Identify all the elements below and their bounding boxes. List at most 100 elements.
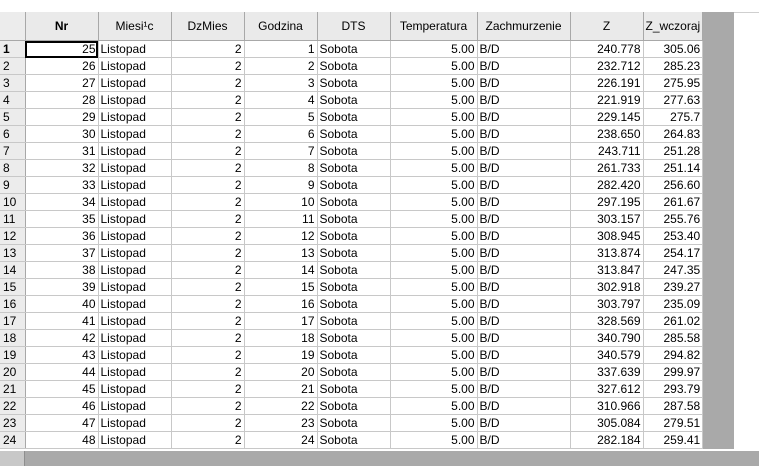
- cell-miesiac[interactable]: Listopad: [98, 193, 172, 211]
- cell-zachmurzenie[interactable]: B/D: [477, 74, 571, 92]
- cell-nr[interactable]: 47: [25, 414, 99, 432]
- cell-dzmies[interactable]: 2: [171, 57, 245, 75]
- cell-nr[interactable]: 39: [25, 278, 99, 296]
- cell-miesiac[interactable]: Listopad: [98, 176, 172, 194]
- cell-temperatura[interactable]: 5.00: [390, 363, 478, 381]
- row-header[interactable]: 17: [0, 312, 26, 330]
- cell-godzina[interactable]: 19: [244, 346, 318, 364]
- cell-zachmurzenie[interactable]: B/D: [477, 57, 571, 75]
- cell-dts[interactable]: Sobota: [317, 176, 391, 194]
- cell-dzmies[interactable]: 2: [171, 210, 245, 228]
- cell-z-wczoraj[interactable]: 251.28: [643, 142, 704, 160]
- cell-godzina[interactable]: 9: [244, 176, 318, 194]
- cell-z[interactable]: 240.778: [570, 40, 644, 58]
- row-header[interactable]: 8: [0, 159, 26, 177]
- cell-dts[interactable]: Sobota: [317, 40, 391, 58]
- row-header[interactable]: 13: [0, 244, 26, 262]
- cell-godzina[interactable]: 17: [244, 312, 318, 330]
- cell-temperatura[interactable]: 5.00: [390, 244, 478, 262]
- cell-temperatura[interactable]: 5.00: [390, 210, 478, 228]
- cell-nr[interactable]: 29: [25, 108, 99, 126]
- cell-z-wczoraj[interactable]: 251.14: [643, 159, 704, 177]
- cell-miesiac[interactable]: Listopad: [98, 346, 172, 364]
- cell-z-wczoraj[interactable]: 259.41: [643, 431, 704, 449]
- row-header[interactable]: 22: [0, 397, 26, 415]
- cell-dzmies[interactable]: 2: [171, 278, 245, 296]
- row-header[interactable]: 5: [0, 108, 26, 126]
- cell-miesiac[interactable]: Listopad: [98, 159, 172, 177]
- cell-godzina[interactable]: 5: [244, 108, 318, 126]
- row-header[interactable]: 11: [0, 210, 26, 228]
- cell-z-wczoraj[interactable]: 299.97: [643, 363, 704, 381]
- cell-z[interactable]: 303.797: [570, 295, 644, 313]
- cell-temperatura[interactable]: 5.00: [390, 57, 478, 75]
- row-header[interactable]: 14: [0, 261, 26, 279]
- cell-nr[interactable]: 37: [25, 244, 99, 262]
- column-header-z[interactable]: Z: [570, 12, 644, 41]
- cell-zachmurzenie[interactable]: B/D: [477, 91, 571, 109]
- row-header[interactable]: 4: [0, 91, 26, 109]
- cell-zachmurzenie[interactable]: B/D: [477, 414, 571, 432]
- cell-z[interactable]: 282.420: [570, 176, 644, 194]
- cell-z-wczoraj[interactable]: 235.09: [643, 295, 704, 313]
- cell-z-wczoraj[interactable]: 261.67: [643, 193, 704, 211]
- cell-dzmies[interactable]: 2: [171, 193, 245, 211]
- cell-dzmies[interactable]: 2: [171, 244, 245, 262]
- cell-zachmurzenie[interactable]: B/D: [477, 227, 571, 245]
- cell-dzmies[interactable]: 2: [171, 176, 245, 194]
- cell-dzmies[interactable]: 2: [171, 227, 245, 245]
- cell-z[interactable]: 340.790: [570, 329, 644, 347]
- cell-nr[interactable]: 35: [25, 210, 99, 228]
- cell-dts[interactable]: Sobota: [317, 431, 391, 449]
- cell-z[interactable]: 302.918: [570, 278, 644, 296]
- cell-z[interactable]: 226.191: [570, 74, 644, 92]
- cell-nr[interactable]: 28: [25, 91, 99, 109]
- cell-dts[interactable]: Sobota: [317, 142, 391, 160]
- cell-zachmurzenie[interactable]: B/D: [477, 380, 571, 398]
- cell-miesiac[interactable]: Listopad: [98, 142, 172, 160]
- cell-z[interactable]: 282.184: [570, 431, 644, 449]
- cell-dts[interactable]: Sobota: [317, 244, 391, 262]
- cell-dts[interactable]: Sobota: [317, 91, 391, 109]
- cell-dts[interactable]: Sobota: [317, 380, 391, 398]
- cell-z-wczoraj[interactable]: 247.35: [643, 261, 704, 279]
- cell-z[interactable]: 261.733: [570, 159, 644, 177]
- cell-dts[interactable]: Sobota: [317, 108, 391, 126]
- cell-nr[interactable]: 33: [25, 176, 99, 194]
- cell-dzmies[interactable]: 2: [171, 142, 245, 160]
- cell-nr[interactable]: 32: [25, 159, 99, 177]
- cell-temperatura[interactable]: 5.00: [390, 312, 478, 330]
- cell-zachmurzenie[interactable]: B/D: [477, 346, 571, 364]
- cell-z[interactable]: 310.966: [570, 397, 644, 415]
- cell-nr[interactable]: 48: [25, 431, 99, 449]
- cell-dzmies[interactable]: 2: [171, 397, 245, 415]
- cell-zachmurzenie[interactable]: B/D: [477, 210, 571, 228]
- cell-miesiac[interactable]: Listopad: [98, 329, 172, 347]
- cell-godzina[interactable]: 15: [244, 278, 318, 296]
- cell-z[interactable]: 305.084: [570, 414, 644, 432]
- cell-godzina[interactable]: 1: [244, 40, 318, 58]
- cell-zachmurzenie[interactable]: B/D: [477, 244, 571, 262]
- cell-z[interactable]: 308.945: [570, 227, 644, 245]
- cell-temperatura[interactable]: 5.00: [390, 176, 478, 194]
- cell-z-wczoraj[interactable]: 285.58: [643, 329, 704, 347]
- cell-dzmies[interactable]: 2: [171, 346, 245, 364]
- cell-miesiac[interactable]: Listopad: [98, 125, 172, 143]
- cell-nr[interactable]: 27: [25, 74, 99, 92]
- row-header[interactable]: 24: [0, 431, 26, 449]
- cell-dzmies[interactable]: 2: [171, 329, 245, 347]
- cell-dzmies[interactable]: 2: [171, 91, 245, 109]
- cell-z-wczoraj[interactable]: 264.83: [643, 125, 704, 143]
- cell-z-wczoraj[interactable]: 275.95: [643, 74, 704, 92]
- row-header[interactable]: 20: [0, 363, 26, 381]
- cell-godzina[interactable]: 3: [244, 74, 318, 92]
- cell-temperatura[interactable]: 5.00: [390, 227, 478, 245]
- cell-temperatura[interactable]: 5.00: [390, 397, 478, 415]
- cell-z[interactable]: 313.874: [570, 244, 644, 262]
- cell-dzmies[interactable]: 2: [171, 108, 245, 126]
- cell-z-wczoraj[interactable]: 285.23: [643, 57, 704, 75]
- cell-miesiac[interactable]: Listopad: [98, 74, 172, 92]
- cell-temperatura[interactable]: 5.00: [390, 108, 478, 126]
- cell-z-wczoraj[interactable]: 277.63: [643, 91, 704, 109]
- cell-dzmies[interactable]: 2: [171, 40, 245, 58]
